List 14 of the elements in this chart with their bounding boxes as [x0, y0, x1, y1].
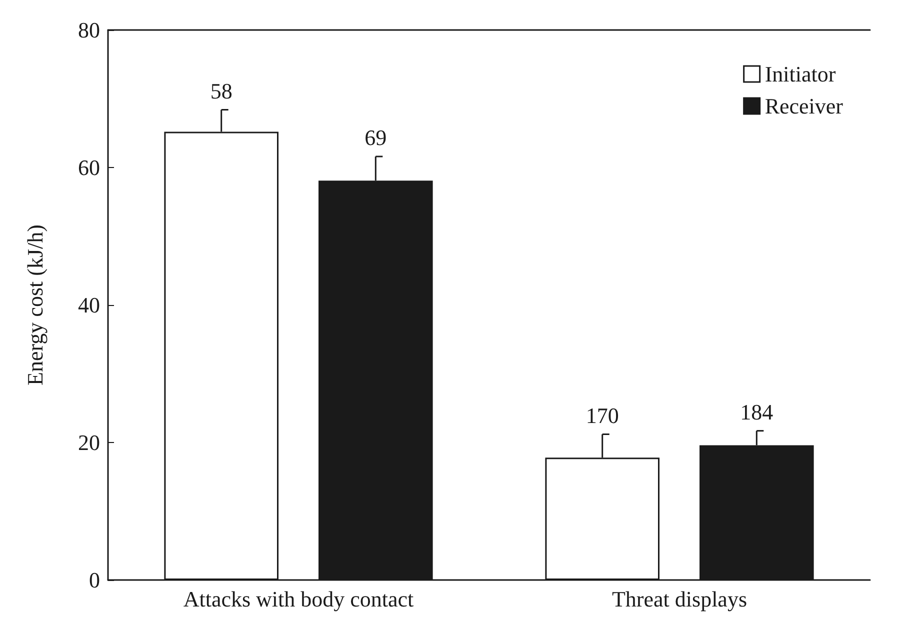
y-tick-label: 40 [78, 292, 100, 318]
y-tick-label: 60 [78, 155, 100, 180]
y-tick-label: 80 [78, 18, 100, 42]
y-tick-label: 0 [89, 568, 100, 592]
annotation: 170 [586, 402, 619, 428]
y-axis-title: Energy cost (kJ/h) [22, 224, 48, 386]
annotation: 69 [364, 125, 387, 150]
legend-label: Receiver [764, 94, 844, 118]
y-tick-label: 20 [78, 430, 100, 455]
x-tick-label: Threat displays [612, 586, 748, 612]
annotation: 58 [210, 78, 232, 104]
x-tick-label: Attacks with body contact [183, 586, 414, 612]
legend-label: Initiator [764, 62, 836, 86]
annotation: 184 [740, 399, 774, 424]
